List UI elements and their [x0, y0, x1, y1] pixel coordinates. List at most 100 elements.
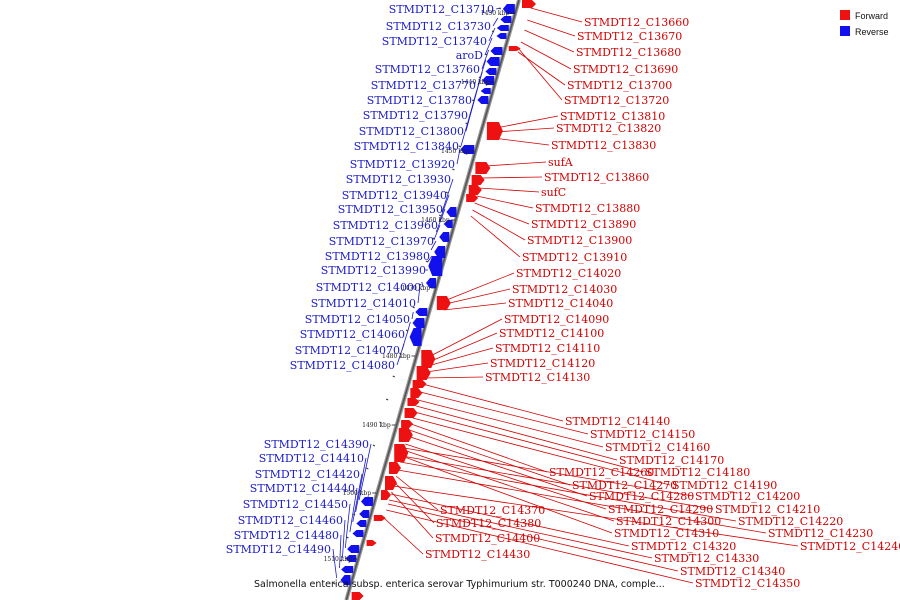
reverse-leader-line: [349, 487, 358, 533]
forward-gene-label: STMDT12_C14270: [572, 479, 677, 492]
reverse-leader-line: [456, 149, 461, 165]
track-dash: [405, 329, 409, 332]
forward-gene-label: STMDT12_C14040: [508, 297, 613, 310]
forward-leader-line: [485, 161, 547, 167]
reverse-gene-arrow: [415, 308, 428, 316]
forward-gene-label: STMDT12_C13670: [577, 30, 682, 43]
track-dash: [425, 260, 429, 263]
forward-leader-line: [407, 435, 588, 497]
reverse-gene-label: STMDT12_C13840: [354, 140, 459, 153]
reverse-gene-arrow: [356, 520, 367, 527]
reverse-leader-line: [344, 503, 351, 549]
sequence-caption: Salmonella enterica subsp. enterica sero…: [254, 579, 665, 590]
reverse-leader-line: [417, 289, 420, 304]
forward-leader-line: [518, 48, 563, 101]
forward-gene-label: STMDT12_C14030: [512, 283, 617, 296]
track-dash: [385, 398, 389, 401]
forward-leader-line: [428, 332, 498, 363]
forward-gene-label: STMDT12_C14150: [590, 428, 695, 441]
reverse-gene-label: STMDT12_C14490: [226, 543, 331, 556]
forward-gene-arrow: [394, 444, 409, 462]
legend-swatch: [840, 26, 850, 36]
leader-lines: [332, 7, 799, 584]
forward-gene-label: sufC: [541, 186, 566, 199]
forward-gene-label: STMDT12_C14300: [616, 515, 721, 528]
reverse-gene-label: STMDT12_C13800: [359, 125, 464, 138]
forward-gene-label: STMDT12_C14290: [608, 503, 713, 516]
forward-gene-arrow: [389, 462, 402, 474]
forward-gene-arrow: [380, 490, 391, 500]
forward-gene-label: STMDT12_C14190: [672, 479, 777, 492]
position-ticks: 1430 kbp 1440 kbp 1450 kbp 1460 kbp 1470 kbp…: [324, 7, 515, 585]
reverse-gene-label: STMDT12_C14480: [234, 529, 339, 542]
forward-gene-arrow: [421, 350, 436, 368]
forward-leader-line: [387, 503, 679, 572]
reverse-gene-label: aroD: [456, 49, 483, 62]
forward-leader-line: [420, 391, 589, 435]
forward-leader-line: [443, 302, 507, 311]
forward-leader-line: [404, 447, 694, 497]
forward-leader-line: [425, 362, 489, 373]
forward-gene-arrow: [404, 408, 418, 418]
reverse-gene-arrow: [360, 497, 373, 506]
legend-label: Forward: [855, 11, 888, 21]
backbone-line: [345, 0, 520, 600]
reverse-leader-line: [488, 27, 496, 42]
forward-leader-line: [383, 517, 424, 555]
forward-leader-line: [493, 137, 550, 146]
reverse-leader-line: [352, 473, 363, 523]
reverse-leader-line: [481, 49, 489, 70]
track-dash: [478, 76, 482, 79]
forward-gene-arrow: [410, 388, 423, 398]
reverse-gene-arrow: [439, 232, 450, 242]
track-dash: [399, 352, 402, 355]
reverse-leader-line: [406, 321, 411, 335]
reverse-gene-arrow: [500, 16, 512, 23]
forward-gene-label: STMDT12_C14320: [631, 540, 736, 553]
tick-label: 1480 kbp: [382, 353, 411, 360]
reverse-gene-arrow: [477, 96, 489, 104]
forward-leader-line: [517, 51, 566, 86]
forward-leader-line: [386, 509, 694, 584]
forward-gene-label: STMDT12_C14240: [800, 540, 900, 553]
reverse-leader-line: [411, 311, 414, 320]
reverse-gene-arrow: [485, 68, 497, 75]
reverse-gene-arrow: [480, 88, 491, 94]
forward-gene-label: STMDT12_C13860: [544, 171, 649, 184]
reverse-gene-label: STMDT12_C13950: [338, 203, 443, 216]
reverse-gene-label: STMDT12_C13710: [389, 3, 494, 16]
forward-gene-arrow: [398, 428, 413, 442]
reverse-gene-arrow: [460, 145, 475, 154]
forward-leader-line: [389, 499, 653, 559]
reverse-leader-line: [460, 99, 475, 147]
reverse-gene-label: STMDT12_C13940: [342, 189, 447, 202]
tick-label: 1490 kbp: [362, 422, 391, 429]
track-dash: [498, 7, 501, 10]
reverse-gene-arrow: [352, 530, 364, 537]
reverse-gene-label: STMDT12_C13980: [325, 250, 430, 263]
forward-gene-label: STMDT12_C14210: [715, 503, 820, 516]
reverse-gene-label: STMDT12_C13930: [346, 173, 451, 186]
forward-gene-label: STMDT12_C14370: [440, 504, 545, 517]
reverse-leader-line: [441, 178, 454, 213]
track-dash: [465, 122, 468, 125]
reverse-gene-arrow: [482, 76, 495, 85]
forward-gene-label: STMDT12_C14220: [738, 515, 843, 528]
tick-label: 1450 kbp: [441, 148, 470, 155]
forward-leader-line: [395, 475, 439, 511]
forward-leader-line: [520, 41, 572, 70]
reverse-gene-label: STMDT12_C13960: [333, 219, 438, 232]
forward-leader-line: [401, 455, 714, 510]
forward-leader-line: [530, 7, 583, 23]
reverse-gene-label: STMDT12_C13790: [363, 109, 468, 122]
forward-gene-label: sufA: [548, 156, 574, 169]
forward-gene-label: STMDT12_C14400: [435, 532, 540, 545]
forward-leader-line: [470, 215, 521, 258]
forward-leader-line: [481, 176, 543, 179]
reverse-gene-arrow: [412, 318, 425, 328]
forward-gene-label: STMDT12_C14120: [490, 357, 595, 370]
reverse-gene-arrow: [502, 4, 515, 14]
reverse-gene-label: STMDT12_C13740: [382, 35, 487, 48]
